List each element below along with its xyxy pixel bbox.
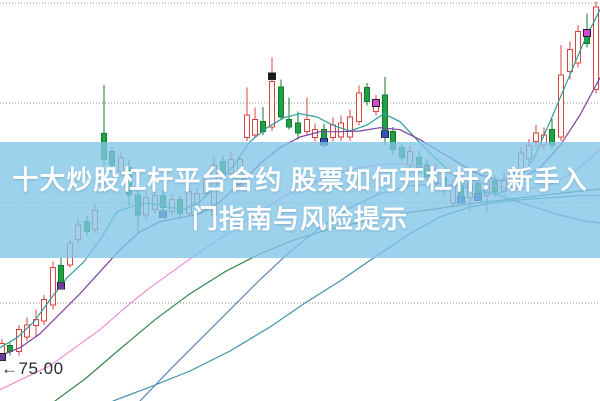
banner-title-line2: 门指南与风险提示: [191, 204, 408, 234]
title-banner: 十大炒股杠杆平台合约 股票如何开杠杆？新手入 门指南与风险提示: [0, 142, 600, 258]
price-label: ←75.00: [1, 359, 64, 378]
banner-title-line1: 十大炒股杠杆平台合约 股票如何开杠杆？新手入: [12, 165, 588, 196]
